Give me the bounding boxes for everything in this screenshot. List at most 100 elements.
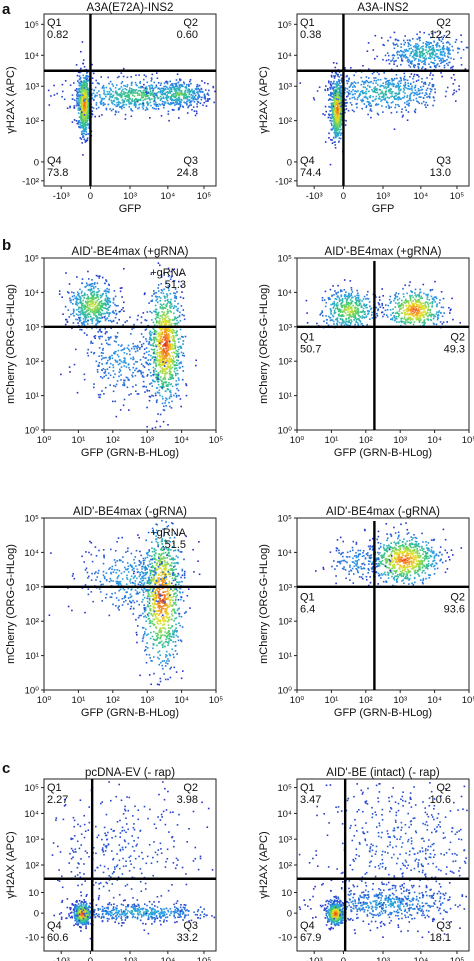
quadrant-name: Q2	[183, 17, 198, 29]
cell-point	[157, 363, 160, 365]
cell-point	[84, 306, 87, 309]
cell-point	[405, 49, 408, 51]
cell-point	[84, 318, 87, 320]
cell-point	[77, 112, 80, 114]
cell-point	[154, 86, 157, 89]
cell-point	[80, 312, 82, 315]
cell-point	[419, 39, 421, 42]
cell-point	[183, 318, 186, 321]
cell-point	[328, 114, 331, 117]
cell-point	[117, 344, 120, 346]
cell-point	[84, 120, 87, 123]
scatter-points	[58, 262, 197, 430]
cell-point	[429, 72, 432, 74]
cell-point	[166, 82, 169, 85]
cell-point	[165, 305, 168, 307]
cell-point	[135, 346, 137, 348]
cell-point	[168, 401, 170, 404]
cell-point	[113, 103, 116, 106]
cell-point	[88, 107, 90, 109]
cell-point	[151, 319, 153, 321]
cell-point	[341, 93, 343, 95]
cell-point	[94, 312, 97, 314]
cell-point	[336, 87, 339, 89]
cell-point	[166, 372, 169, 374]
cell-point	[335, 98, 338, 100]
cell-point	[162, 87, 165, 90]
cell-point	[114, 97, 116, 99]
cell-point	[407, 45, 410, 48]
cell-point	[130, 115, 133, 118]
cell-point	[338, 76, 341, 78]
cell-point	[389, 89, 392, 92]
cell-point	[171, 99, 173, 102]
cell-point	[336, 88, 338, 91]
cell-point	[116, 361, 119, 363]
cell-point	[436, 49, 439, 51]
cell-point	[109, 358, 111, 361]
cell-point	[161, 311, 163, 313]
cell-point	[98, 310, 100, 312]
cell-point	[464, 68, 467, 70]
cell-point	[350, 84, 352, 86]
cell-point	[164, 297, 166, 299]
cell-point	[440, 59, 443, 62]
y-tick-label: 0	[34, 157, 39, 168]
cell-point	[82, 322, 85, 324]
cell-point	[381, 84, 384, 87]
cell-point	[81, 100, 84, 102]
cell-point	[101, 97, 104, 100]
cell-point	[336, 133, 339, 135]
y-tick-label: -10²	[22, 176, 39, 187]
cell-point	[381, 99, 383, 101]
cell-point	[400, 88, 402, 91]
cell-point	[163, 359, 166, 361]
cell-point	[173, 394, 175, 397]
cell-point	[174, 392, 177, 395]
cell-point	[331, 96, 333, 98]
cell-point	[168, 330, 170, 332]
cell-point	[357, 90, 359, 92]
cell-point	[175, 374, 177, 377]
quadrant-value: 13.0	[430, 167, 451, 179]
cell-point	[337, 98, 340, 101]
cell-point	[437, 49, 440, 52]
cell-point	[416, 74, 418, 76]
cell-point	[460, 34, 462, 36]
cell-point	[86, 352, 89, 354]
cell-point	[77, 71, 80, 73]
cell-point	[172, 345, 174, 347]
cell-point	[363, 96, 366, 99]
cell-point	[402, 91, 405, 93]
cell-point	[424, 104, 426, 106]
cell-point	[152, 395, 155, 397]
cell-point	[102, 312, 105, 315]
cell-point	[103, 91, 106, 93]
cell-point	[432, 53, 434, 55]
cell-point	[411, 91, 414, 94]
cell-point	[88, 312, 90, 314]
cell-point	[84, 316, 87, 319]
cell-point	[87, 306, 90, 309]
cell-point	[170, 311, 172, 313]
cell-point	[83, 105, 85, 107]
cell-point	[335, 93, 338, 96]
cell-point	[109, 95, 111, 98]
cell-point	[158, 97, 160, 99]
cell-point	[80, 113, 82, 116]
cell-point	[169, 301, 172, 304]
cell-point	[153, 107, 156, 110]
cell-point	[87, 89, 90, 92]
cell-point	[102, 368, 105, 370]
cell-point	[163, 363, 166, 365]
cell-point	[351, 109, 354, 112]
cell-point	[159, 90, 162, 92]
cell-point	[182, 297, 185, 299]
cell-point	[88, 123, 90, 126]
cell-point	[160, 283, 162, 285]
cell-point	[159, 99, 162, 102]
cell-point	[404, 92, 406, 95]
cell-point	[144, 357, 146, 359]
cell-point	[164, 101, 167, 104]
